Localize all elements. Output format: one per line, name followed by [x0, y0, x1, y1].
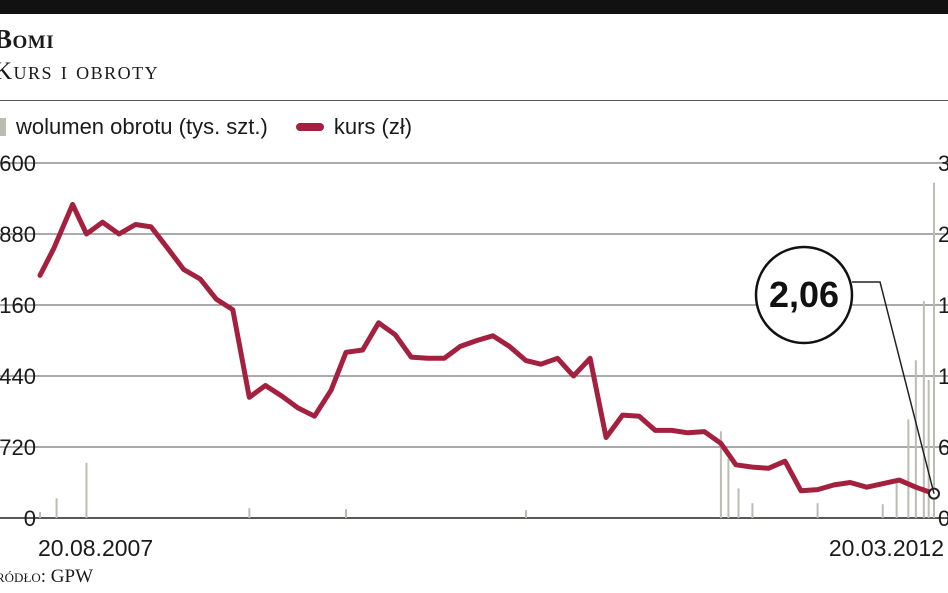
legend-item-volume: wolumen obrotu (tys. szt.)	[0, 114, 268, 140]
volume-swatch	[0, 118, 6, 136]
right-tick-label: 1	[938, 293, 948, 318]
x-axis-start-label: 20.08.2007	[38, 535, 153, 561]
left-tick-label: 720	[0, 435, 36, 460]
right-tick-label: 3	[938, 151, 948, 176]
legend-price-label: kurs (zł)	[333, 114, 413, 139]
left-tick-label: 600	[0, 151, 36, 176]
volume-series	[39, 182, 935, 518]
source-note: ródło: GPW	[0, 566, 94, 587]
legend: wolumen obrotu (tys. szt.) kurs (zł)	[0, 112, 440, 142]
callout-circle	[754, 245, 854, 345]
callout-value: 2,06	[769, 274, 839, 315]
left-tick-label: 160	[0, 293, 36, 318]
top-bar	[0, 0, 948, 14]
legend-item-price: kurs (zł)	[295, 114, 413, 140]
callout-leader-line	[852, 281, 935, 494]
left-tick-label: 880	[0, 222, 36, 247]
price-swatch	[295, 123, 324, 131]
price-series-line	[37, 201, 937, 497]
x-axis-end-label: 20.03.2012	[829, 535, 944, 561]
header-divider	[0, 100, 948, 101]
left-axis-ticks: 0 720 440 160 880 600	[0, 151, 36, 531]
left-tick-label: 440	[0, 364, 36, 389]
chart-title: Bomi	[0, 24, 55, 54]
right-tick-label: 0	[938, 506, 948, 531]
right-axis-ticks: 0 6 1 1 2 3	[938, 151, 948, 531]
chart-subtitle: Kurs i obroty	[0, 58, 160, 85]
right-tick-label: 1	[938, 364, 948, 389]
left-tick-label: 0	[24, 506, 36, 531]
right-tick-label: 6	[938, 435, 948, 460]
right-tick-label: 2	[938, 222, 948, 247]
legend-volume-label: wolumen obrotu (tys. szt.)	[16, 114, 268, 139]
